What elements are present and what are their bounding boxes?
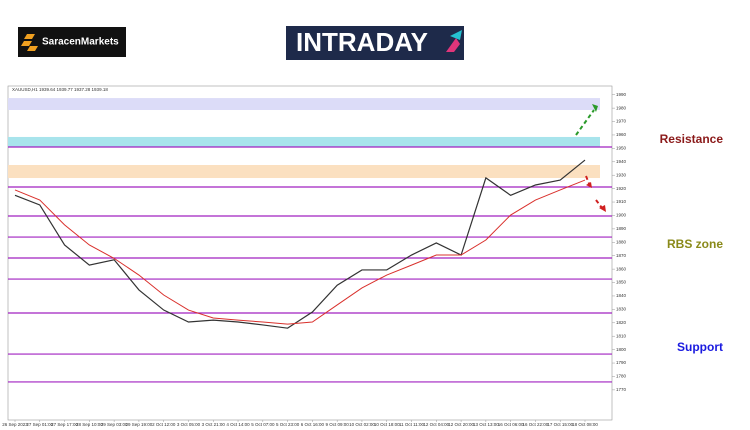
x-tick-label: 6 Oct 16:00 — [301, 422, 325, 427]
y-tick-label: 1980 — [616, 105, 627, 110]
y-tick-label: 1770 — [616, 387, 627, 392]
y-tick-label: 1820 — [616, 320, 627, 325]
y-tick-label: 1940 — [616, 159, 627, 164]
x-tick-label: 5 Oct 07:00 — [251, 422, 275, 427]
x-tick-label: 27 Sep 01:00 — [26, 422, 53, 427]
price-line — [14, 179, 586, 325]
down-arrow — [585, 175, 603, 209]
y-tick-label: 1920 — [616, 186, 627, 191]
plot-frame — [7, 85, 613, 421]
annotation: RBS zone — [667, 237, 723, 251]
y-tick-label: 1780 — [616, 374, 627, 379]
x-tick-label: 12 Oct 04:00 — [423, 422, 449, 427]
brand-box — [18, 27, 126, 57]
x-tick-label: 27 Sep 17:00 — [51, 422, 78, 427]
logo-arrow — [450, 30, 462, 40]
x-tick-label: 28 Sep 10:00 — [76, 422, 103, 427]
y-tick-label: 1900 — [616, 213, 627, 218]
y-tick-label: 1870 — [616, 253, 627, 258]
zone — [8, 136, 600, 148]
y-tick-label: 1810 — [616, 333, 627, 338]
x-tick-label: 5 Oct 23:00 — [276, 422, 300, 427]
chart-subtitle: XAUUSD,H1 1939.64 1939.77 1937.28 1939.1… — [12, 87, 108, 92]
y-tick-label: 1830 — [616, 307, 627, 312]
arrowhead — [592, 104, 598, 112]
y-tick-label: 1990 — [616, 92, 627, 97]
y-tick-label: 1960 — [616, 132, 627, 137]
y-tick-label: 1790 — [616, 360, 627, 365]
x-tick-label: 11 Oct 11:00 — [399, 422, 425, 427]
y-tick-label: 1860 — [616, 266, 627, 271]
x-tick-label: 13 Oct 13:00 — [473, 422, 499, 427]
plot: 1770 1780 1790 1800 1810 1820 1830 1840 1850 1860… — [2, 92, 626, 427]
brand-icon — [21, 34, 38, 51]
annotation: Resistance — [660, 132, 724, 146]
x-tick-label: 17 Oct 15:00 — [547, 422, 573, 427]
y-tick-label: 1840 — [616, 293, 627, 298]
y-tick-label: 1850 — [616, 280, 627, 285]
y-tick-label: 1910 — [616, 199, 627, 204]
x-tick-label: 3 Oct 21:00 — [202, 422, 226, 427]
logo-text: INTRADAY — [296, 27, 428, 57]
y-tick-label: 1930 — [616, 172, 627, 177]
x-tick-label: 2 Oct 12:00 — [152, 422, 176, 427]
x-tick-label: 4 Oct 14:00 — [226, 422, 250, 427]
y-tick-label: 1970 — [616, 119, 627, 124]
up-arrow — [575, 109, 595, 136]
x-tick-label: 10 Oct 18:00 — [374, 422, 400, 427]
x-tick-label: 3 Oct 05:00 — [177, 422, 201, 427]
x-tick-label: 12 Oct 20:00 — [448, 422, 474, 427]
x-tick-label: 29 Sep 19:00 — [126, 422, 153, 427]
zone — [8, 98, 600, 111]
y-tick-label: 1800 — [616, 347, 627, 352]
y-tick-label: 1890 — [616, 226, 627, 231]
brand-text: SaracenMarkets — [42, 37, 119, 48]
logo-arrow — [446, 38, 460, 52]
x-tick-label: 16 Oct 22:00 — [523, 422, 549, 427]
y-tick-label: 1880 — [616, 239, 627, 244]
annotation: Support — [677, 340, 723, 354]
x-tick-label: 9 Oct 09:00 — [326, 422, 350, 427]
x-tick-label: 18 Oct 08:00 — [572, 422, 598, 427]
x-tick-label: 10 Oct 02:00 — [349, 422, 375, 427]
x-tick-label: 16 Oct 06:00 — [498, 422, 524, 427]
price-line — [14, 159, 586, 329]
x-tick-label: 29 Sep 03:00 — [101, 422, 128, 427]
arrowhead — [586, 182, 606, 212]
y-tick-label: 1950 — [616, 146, 627, 151]
x-tick-label: 26 Sep 2023 — [2, 422, 28, 427]
logo-box — [286, 26, 464, 60]
zone — [8, 165, 600, 179]
